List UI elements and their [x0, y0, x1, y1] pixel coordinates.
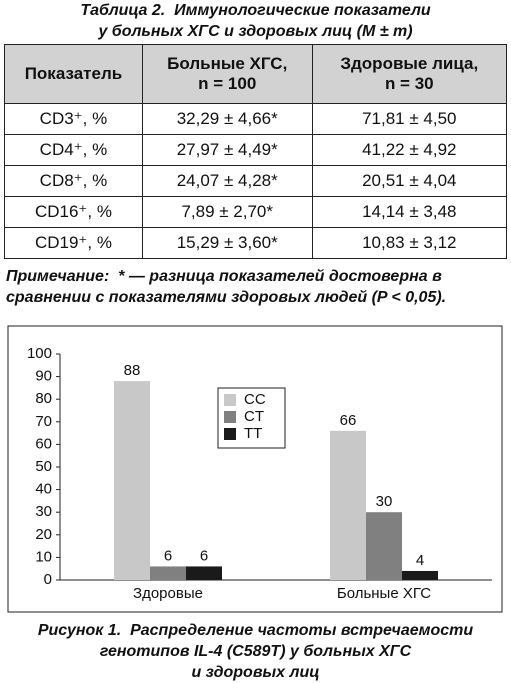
- value-label: 88: [124, 362, 141, 379]
- y-tick-label: 100: [27, 345, 52, 362]
- note: Примечание: * — разница показателей дост…: [6, 266, 511, 308]
- row: CD8⁺, % 24,07 ± 4,28* 20,51 ± 4,04: [4, 165, 508, 197]
- y-tick-label: 50: [35, 458, 52, 475]
- table: Показатель Больные ХГС, n = 100 Здоровые ли…: [4, 44, 508, 259]
- y-tick-label: 0: [44, 571, 52, 588]
- y-tick-label: 30: [35, 503, 52, 520]
- note-line: сравнении с показателями здоровых людей …: [6, 289, 447, 306]
- bar: [114, 381, 150, 580]
- bar: [366, 512, 402, 580]
- legend-label: CT: [244, 408, 264, 425]
- header-text: Здоровые лица,: [340, 54, 479, 73]
- value-label: 30: [376, 493, 393, 510]
- bar: [402, 570, 438, 580]
- row: CD16⁺, % 7,89 ± 2,70* 14,14 ± 3,48: [4, 196, 508, 228]
- caption-line: Рисунок 1. Распределение частоты встреча…: [37, 622, 474, 639]
- chart-frame: [7, 325, 503, 613]
- cell: 71,81 ± 4,50: [311, 103, 508, 135]
- title-line: Таблица 2. Иммунологические показатели: [80, 2, 431, 19]
- legend-swatch: [224, 428, 236, 440]
- value-label: 66: [340, 412, 357, 429]
- legend-label: CC: [244, 391, 266, 408]
- y-tick-label: 10: [35, 548, 52, 565]
- y-tick-label: 70: [35, 413, 52, 430]
- cell: 41,22 ± 4,92: [311, 134, 508, 166]
- cell: 32,29 ± 4,66*: [141, 103, 313, 135]
- legend-swatch: [224, 394, 236, 406]
- caption-line: генотипов IL-4 (C589T) у больных ХГС: [99, 643, 412, 660]
- title-line: у больных ХГС и здоровых лиц (M ± m): [98, 23, 413, 40]
- figure-caption: Рисунок 1. Распределение частоты встреча…: [0, 620, 511, 683]
- cell: 10,83 ± 3,12: [311, 227, 508, 259]
- y-tick-label: 40: [35, 481, 52, 498]
- cell: 20,51 ± 4,04: [311, 165, 508, 197]
- y-tick-label: 80: [35, 390, 52, 407]
- header-cell: Здоровые лица, n = 30: [311, 44, 508, 104]
- header-cell: Показатель: [4, 44, 143, 104]
- cell: CD4⁺, %: [4, 134, 143, 166]
- y-tick-label: 90: [35, 368, 52, 385]
- bar: [150, 566, 186, 580]
- x-tick-label: Больные ХГС: [337, 585, 431, 602]
- row: CD3⁺, % 32,29 ± 4,66* 71,81 ± 4,50: [4, 103, 508, 135]
- x-tick-label: Здоровые: [133, 585, 203, 602]
- header-text: n = 30: [384, 74, 434, 93]
- cell: 24,07 ± 4,28*: [141, 165, 313, 197]
- bar: [186, 566, 222, 580]
- cell: CD3⁺, %: [4, 103, 143, 135]
- header-text: n = 100: [198, 74, 257, 93]
- note-line: Примечание: * — разница показателей дост…: [6, 268, 442, 285]
- cell: 27,97 ± 4,49*: [141, 134, 313, 166]
- row: CD19⁺, % 15,29 ± 3,60* 10,83 ± 3,12: [4, 227, 508, 259]
- cell: CD19⁺, %: [4, 227, 143, 259]
- legend-swatch: [224, 411, 236, 423]
- row: CD4⁺, % 27,97 ± 4,49* 41,22 ± 4,92: [4, 134, 508, 166]
- value-label: 6: [164, 547, 172, 564]
- table-title: Таблица 2. Иммунологические показатели у …: [0, 0, 511, 42]
- header-text: Больные ХГС,: [167, 54, 288, 73]
- y-tick-label: 60: [35, 435, 52, 452]
- cell: 15,29 ± 3,60*: [141, 227, 313, 259]
- cell: 14,14 ± 3,48: [311, 196, 508, 228]
- y-tick-label: 20: [35, 526, 52, 543]
- header-text: Показатель: [24, 64, 123, 83]
- caption-line: и здоровых лиц: [191, 664, 320, 681]
- bar: [330, 430, 366, 580]
- value-label: 4: [416, 552, 424, 569]
- cell: CD8⁺, %: [4, 165, 143, 197]
- legend-label: TT: [244, 425, 262, 442]
- value-label: 6: [200, 547, 208, 564]
- header-row: Показатель Больные ХГС, n = 100 Здоровые ли…: [4, 44, 508, 104]
